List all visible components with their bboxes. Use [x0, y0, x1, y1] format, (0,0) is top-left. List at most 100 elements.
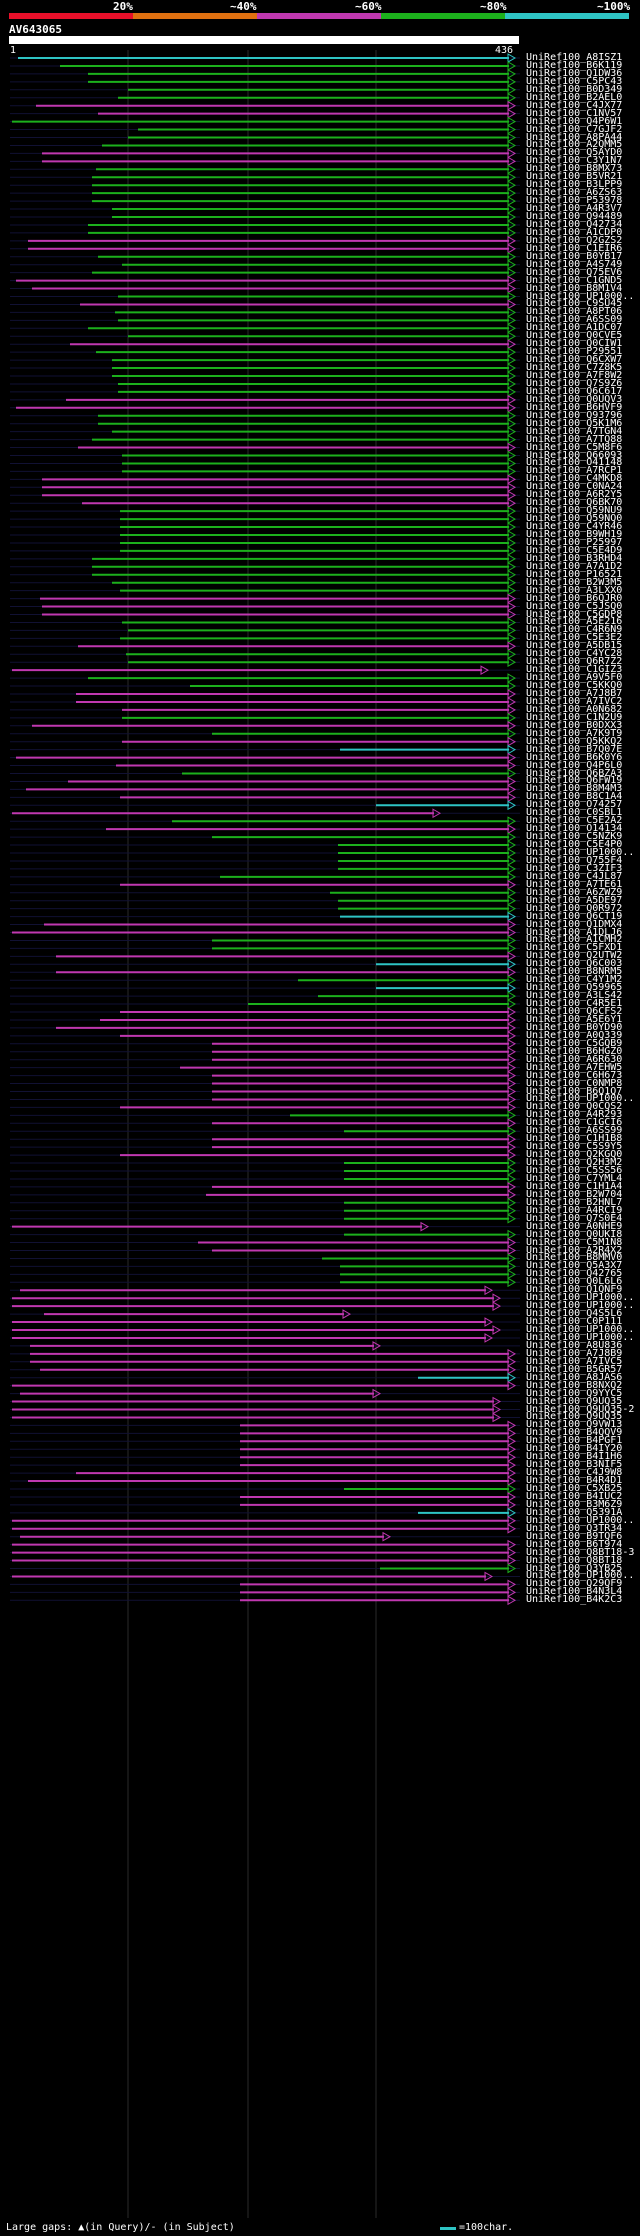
hit-label[interactable]: UniRef100_C4R6N9 — [526, 624, 623, 636]
hit-label[interactable]: UniRef100_A0NHE9 — [526, 1220, 623, 1232]
hit-label[interactable]: UniRef100_Q6FW19 — [526, 775, 623, 787]
hit-label[interactable]: UniRef100_Q42734 — [526, 218, 623, 230]
hit-label[interactable]: UniRef100_C0NMP8 — [526, 1077, 623, 1089]
hit-label[interactable]: UniRef100_Q6R7Z2 — [526, 656, 623, 668]
hit-label[interactable]: UniRef100_A5DE97 — [526, 894, 623, 906]
hit-label[interactable]: UniRef100_B8M1V4 — [526, 282, 623, 294]
hit-label[interactable]: UniRef100_Q2UTW2 — [526, 950, 623, 962]
hit-label[interactable]: UniRef100_A4R3V7 — [526, 203, 623, 215]
hit-label[interactable]: UniRef100_Q8BT18 — [526, 1554, 623, 1566]
hit-label[interactable]: UniRef100_A5E216 — [526, 616, 623, 628]
hit-label[interactable]: UniRef100_B3LPP9 — [526, 179, 623, 191]
hit-label[interactable]: UniRef100_C5E4D9 — [526, 544, 623, 556]
hit-label[interactable]: UniRef100_A8PA44 — [526, 131, 623, 143]
hit-label[interactable]: UniRef100_C5SS56 — [526, 1165, 623, 1176]
hit-label[interactable]: UniRef100_C4YC28 — [526, 648, 623, 660]
hit-label[interactable]: UniRef100_C0NA24 — [526, 481, 623, 493]
hit-label[interactable]: UniRef100_C7Z8K5 — [526, 362, 623, 374]
hit-label[interactable]: UniRef100_Q42765 — [526, 1268, 623, 1280]
hit-label[interactable]: UniRef100_Q59NU9 — [526, 505, 623, 517]
hit-label[interactable]: UniRef100_B2HNL7 — [526, 1196, 623, 1208]
hit-label[interactable]: UniRef100_Q2GZS2 — [526, 234, 623, 246]
hit-label[interactable]: UniRef100_C4R5E1 — [526, 998, 623, 1010]
hit-label[interactable]: UniRef100_Q9VW13 — [526, 1419, 623, 1431]
hit-label[interactable]: UniRef100_C5S9Y5 — [526, 1141, 623, 1153]
hit-label[interactable]: UniRef100_Q0UKI8 — [526, 1228, 623, 1240]
hit-label[interactable]: UniRef100_Q6BZA3 — [526, 767, 623, 779]
hit-label[interactable]: UniRef100_C4J9W8 — [526, 1467, 623, 1479]
hit-label[interactable]: UniRef100_B5VR21 — [526, 171, 623, 183]
hit-label[interactable]: UniRef100_A8U836 — [526, 1339, 623, 1351]
hit-label[interactable]: UniRef100_A3LXX0 — [526, 584, 623, 596]
hit-label[interactable]: UniRef100_Q3TR34 — [526, 1522, 623, 1534]
hit-label[interactable]: UniRef100_B7Q07E — [526, 743, 623, 755]
hit-label[interactable]: UniRef100_P53978 — [526, 195, 623, 207]
hit-label[interactable]: UniRef100_Q9UQ35 — [526, 1395, 623, 1407]
hit-label[interactable]: UniRef100_Q6C003 — [526, 958, 623, 970]
hit-label[interactable]: UniRef100_A6ZS63 — [526, 187, 623, 199]
hit-label[interactable]: UniRef100_Q8BT18-3 — [526, 1546, 635, 1558]
hit-label[interactable]: UniRef100_B6K0Y6 — [526, 751, 623, 763]
hit-label[interactable]: UniRef100_Q1DW36 — [526, 67, 623, 79]
hit-label[interactable]: UniRef100_C0SBL1 — [526, 807, 623, 819]
hit-label[interactable]: UniRef100_C4Y1M2 — [526, 974, 623, 986]
hit-label[interactable]: UniRef100_Q7S0E4 — [526, 1212, 623, 1224]
hit-label[interactable]: UniRef100_C1GIZ3 — [526, 664, 623, 676]
hit-label[interactable]: UniRef100_A5E6Y1 — [526, 1013, 623, 1025]
hit-label[interactable]: UniRef100_A7IVC5 — [526, 1355, 623, 1367]
hit-label[interactable]: UniRef100_Q5A3X7 — [526, 1260, 623, 1272]
hit-label[interactable]: UniRef100_B9WH19 — [526, 529, 623, 540]
hit-label[interactable]: UniRef100_B4R4D1 — [526, 1475, 623, 1487]
hit-label[interactable]: UniRef100_B2W3M5 — [526, 576, 623, 588]
hit-label[interactable]: UniRef100_B2W704 — [526, 1188, 623, 1200]
hit-label[interactable]: UniRef100_B4I1H6 — [526, 1451, 623, 1463]
hit-label[interactable]: UniRef100_C4JL87 — [526, 870, 623, 882]
hit-label[interactable]: UniRef100_B6K119 — [526, 59, 623, 71]
hit-label[interactable]: UniRef100_Q4P6W1 — [526, 115, 623, 127]
hit-label[interactable]: UniRef100_UP1000.. — [526, 1093, 635, 1105]
hit-label[interactable]: UniRef100_Q2H3M2 — [526, 1157, 623, 1169]
hit-label[interactable]: UniRef100_Q3YB25 — [526, 1562, 623, 1574]
hit-label[interactable]: UniRef100_B3NIF5 — [526, 1459, 623, 1471]
hit-label[interactable]: UniRef100_Q0L6L6 — [526, 1276, 623, 1288]
hit-label[interactable]: UniRef100_Q1DMX4 — [526, 918, 623, 930]
hit-label[interactable]: UniRef100_Q9YYC5 — [526, 1387, 623, 1399]
hit-label[interactable]: UniRef100_Q59965 — [526, 982, 623, 994]
hit-label[interactable]: UniRef100_B0DXX3 — [526, 719, 623, 731]
hit-label[interactable]: UniRef100_B3M6Z9 — [526, 1498, 623, 1510]
hit-label[interactable]: UniRef100_B8C1A4 — [526, 791, 623, 803]
hit-label[interactable]: UniRef100_A8JAS6 — [526, 1371, 623, 1383]
hit-label[interactable]: UniRef100_Q4S5L6 — [526, 1308, 623, 1320]
hit-label[interactable]: UniRef100_A1CDP0 — [526, 226, 623, 238]
hit-label[interactable]: UniRef100_A7J8B9 — [526, 1347, 623, 1359]
hit-label[interactable]: UniRef100_B0YD90 — [526, 1021, 623, 1033]
hit-label[interactable]: UniRef100_A2QMM5 — [526, 139, 623, 151]
hit-label[interactable]: UniRef100_P29551 — [526, 346, 623, 358]
hit-label[interactable]: UniRef100_C5KKQ0 — [526, 680, 623, 692]
hit-label[interactable]: UniRef100_B9TQF6 — [526, 1530, 623, 1542]
hit-label[interactable]: UniRef100_Q755F4 — [526, 854, 623, 866]
hit-label[interactable]: UniRef100_C7GJF2 — [526, 123, 623, 135]
hit-label[interactable]: UniRef100_A1DLJ6 — [526, 926, 623, 938]
hit-label[interactable]: UniRef100_A0N682 — [526, 703, 623, 715]
hit-label[interactable]: UniRef100_C1GND5 — [526, 274, 623, 286]
hit-label[interactable]: UniRef100_C4YR46 — [526, 521, 623, 533]
hit-label[interactable]: UniRef100_B2AEL0 — [526, 91, 623, 103]
hit-label[interactable]: UniRef100_C5E3E2 — [526, 632, 623, 644]
hit-label[interactable]: UniRef100_B4QQV9 — [526, 1427, 623, 1439]
hit-label[interactable]: UniRef100_C5FXD1 — [526, 942, 623, 954]
hit-label[interactable]: UniRef100_A7TE61 — [526, 878, 623, 890]
hit-label[interactable]: UniRef100_B8NRM5 — [526, 966, 623, 978]
hit-label[interactable]: UniRef100_B8NXQ2 — [526, 1379, 623, 1391]
hit-label[interactable]: UniRef100_Q7S9Z6 — [526, 377, 623, 389]
hit-label[interactable]: UniRef100_B0D349 — [526, 83, 623, 95]
hit-label[interactable]: UniRef100_Q9UQ35 — [526, 1411, 623, 1423]
hit-label[interactable]: UniRef100_A4RCI9 — [526, 1204, 623, 1216]
hit-label[interactable]: UniRef100_B4N3L4 — [526, 1586, 623, 1598]
hit-label[interactable]: UniRef100_UP1000.. — [526, 290, 635, 302]
hit-label[interactable]: UniRef100_Q75EV6 — [526, 266, 623, 278]
hit-label[interactable]: UniRef100_A7IVC2 — [526, 695, 623, 707]
hit-label[interactable]: UniRef100_Q5K1M6 — [526, 417, 623, 429]
hit-label[interactable]: UniRef100_C5XB25 — [526, 1483, 623, 1494]
hit-label[interactable]: UniRef100_A3LS42 — [526, 990, 623, 1002]
